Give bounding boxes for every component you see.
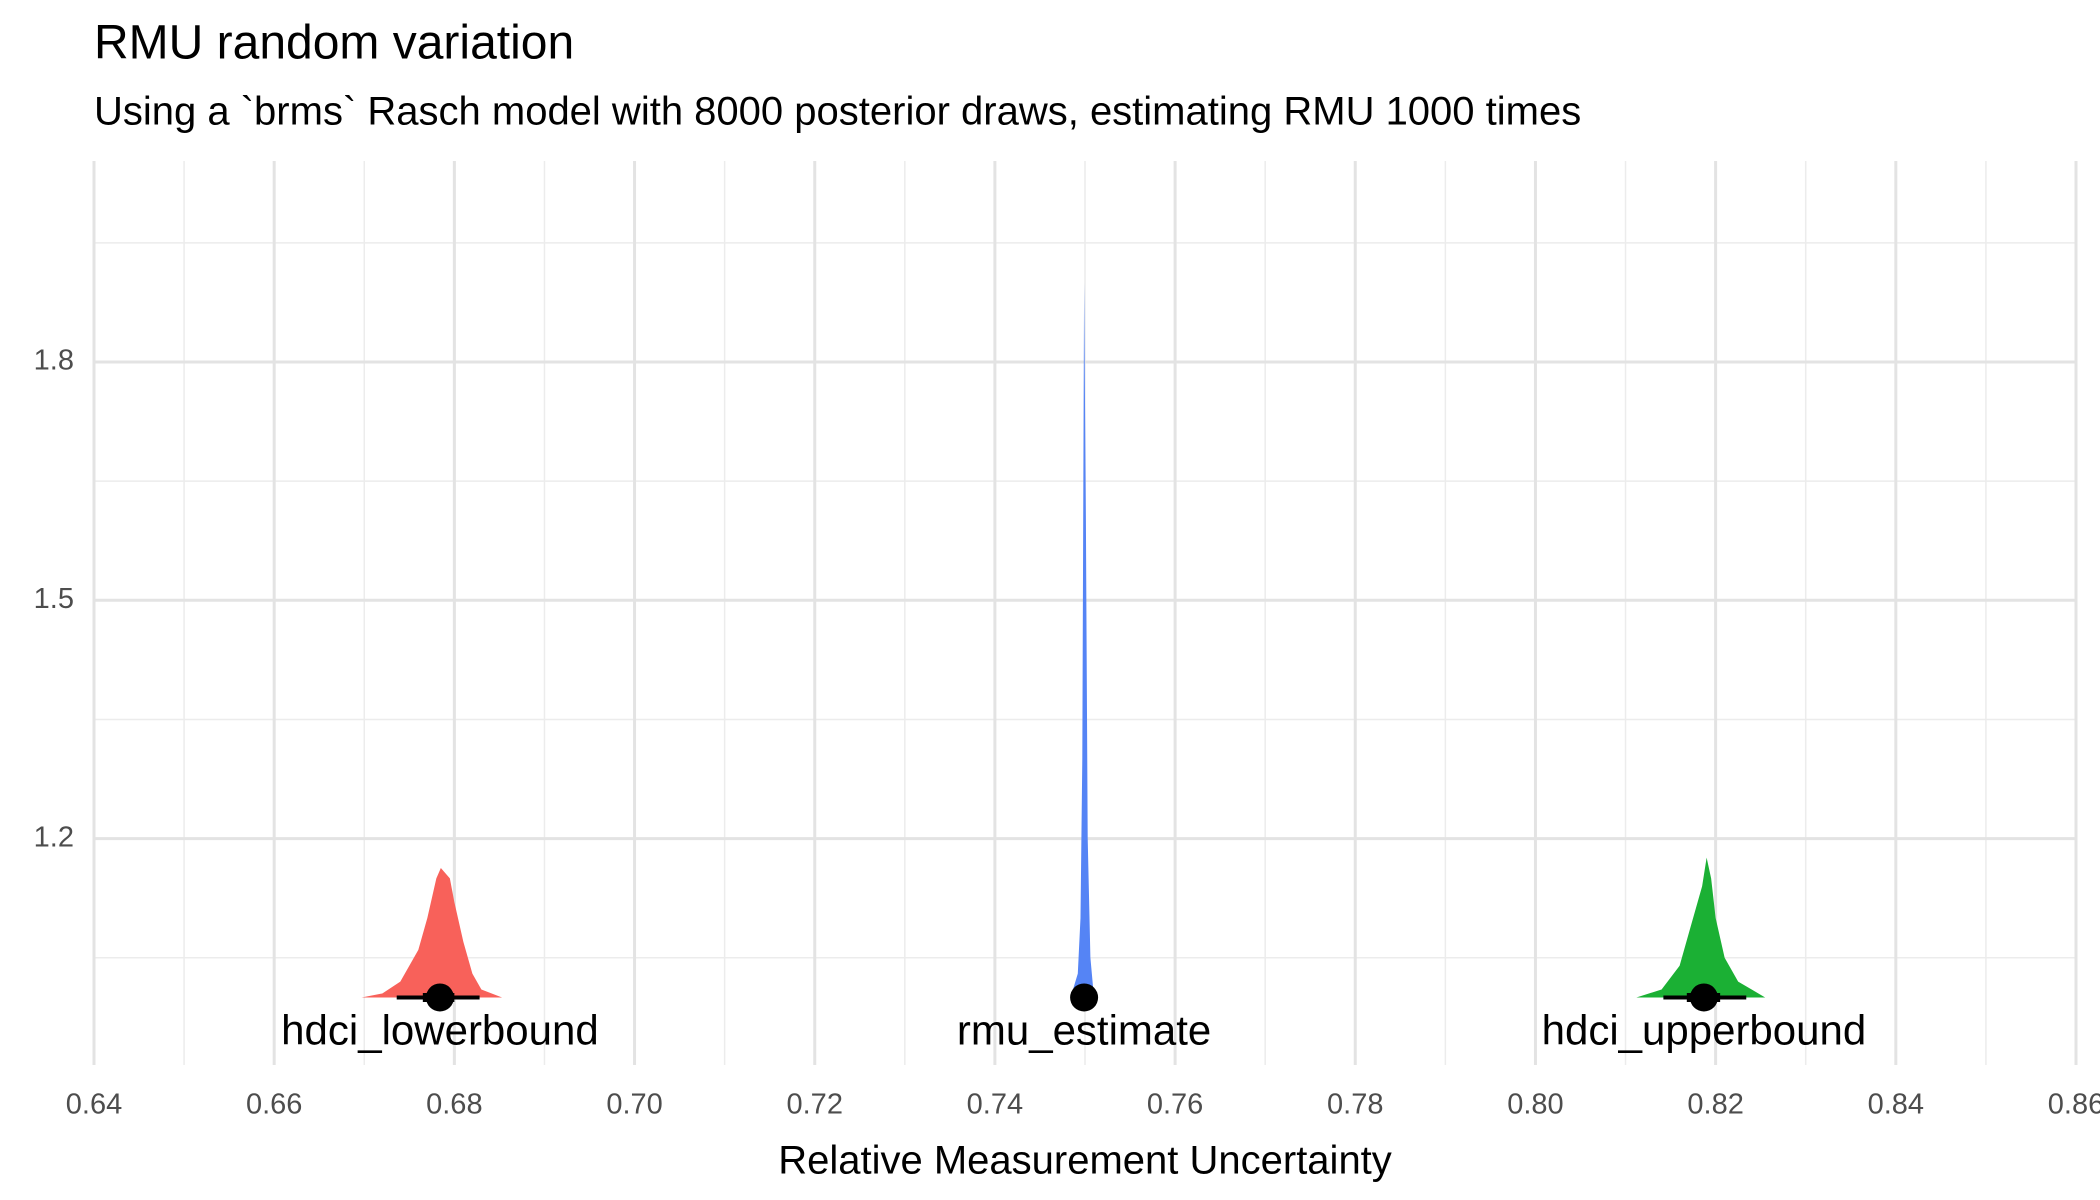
series-label: hdci_upperbound — [1542, 1007, 1867, 1054]
x-tick-label: 0.84 — [1868, 1089, 1924, 1121]
x-tick-label: 0.80 — [1507, 1089, 1563, 1121]
x-tick-label: 0.78 — [1327, 1089, 1383, 1121]
point-estimate — [1689, 983, 1718, 1012]
y-tick-label: 1.5 — [34, 583, 74, 615]
x-axis-title: Relative Measurement Uncertainty — [778, 1139, 1392, 1183]
chart-subtitle: Using a `brms` Rasch model with 8000 pos… — [94, 90, 1581, 134]
chart-title: RMU random variation — [94, 17, 574, 70]
x-tick-label: 0.66 — [246, 1089, 302, 1121]
x-tick-label: 0.86 — [2048, 1089, 2100, 1121]
x-tick-label: 0.76 — [1147, 1089, 1203, 1121]
series-label: rmu_estimate — [957, 1007, 1211, 1054]
density-curve — [1636, 857, 1766, 998]
x-tick-label: 0.64 — [66, 1089, 122, 1121]
y-tick-label: 1.8 — [34, 345, 74, 377]
x-tick-label: 0.82 — [1687, 1089, 1743, 1121]
x-tick-label: 0.74 — [967, 1089, 1023, 1121]
series-label: hdci_lowerbound — [281, 1007, 599, 1054]
x-tick-label: 0.70 — [606, 1089, 662, 1121]
y-tick-label: 1.2 — [34, 821, 74, 853]
density-curve — [1070, 282, 1095, 998]
point-estimate — [425, 983, 454, 1012]
x-tick-label: 0.68 — [426, 1089, 482, 1121]
x-tick-label: 0.72 — [787, 1089, 843, 1121]
density-curve — [361, 867, 503, 998]
point-estimate — [1070, 983, 1099, 1012]
